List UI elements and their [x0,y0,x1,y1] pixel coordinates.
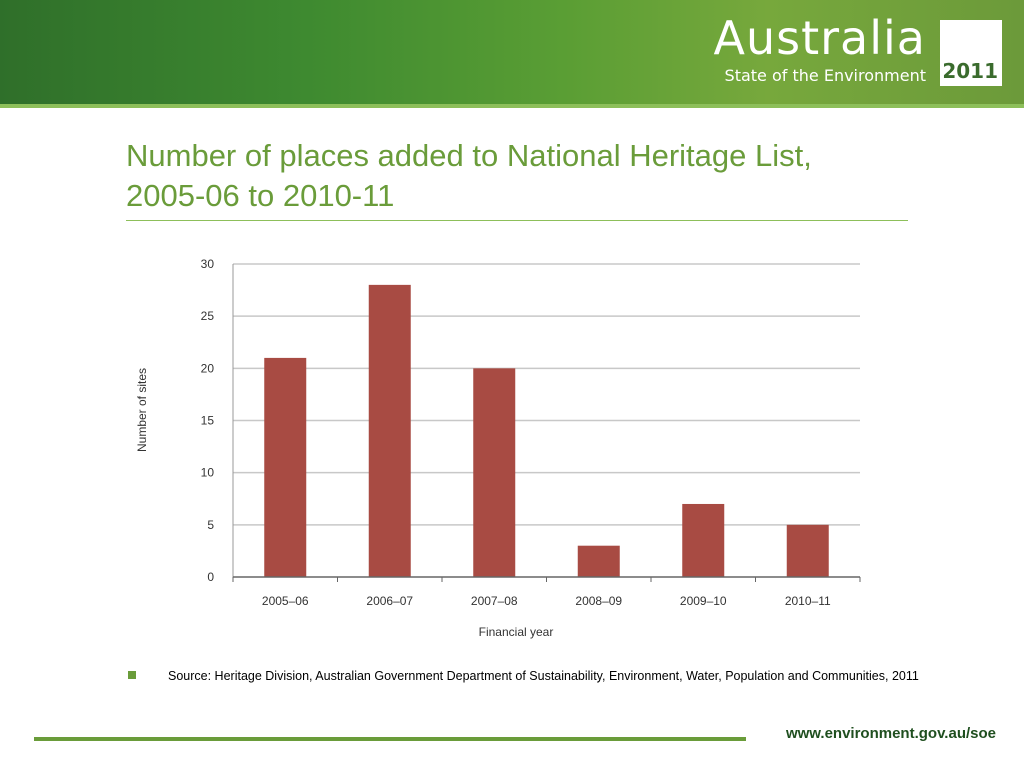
x-tick-label: 2006–07 [366,594,413,608]
bar [577,545,620,577]
bar [473,368,516,577]
x-axis-title: Financial year [479,625,554,639]
brand-title: Australia [713,11,926,65]
y-tick-label: 0 [207,570,214,584]
y-tick-label: 15 [201,414,215,428]
y-tick-label: 5 [207,518,214,532]
y-axis-title: Number of sites [135,368,149,452]
slide-title-line1: Number of places added to National Herit… [126,138,812,173]
slide-title-line2: 2005-06 to 2010-11 [126,178,395,213]
x-tick-label: 2009–10 [680,594,727,608]
footer-rule [34,737,746,741]
x-tick-label: 2007–08 [471,594,518,608]
y-tick-label: 20 [201,361,215,375]
x-tick-label: 2005–06 [262,594,309,608]
bar [368,284,411,577]
footer-url-link[interactable]: www.environment.gov.au/soe [785,725,996,742]
year-label: 2011 [942,59,998,83]
slide-title: Number of places added to National Herit… [126,136,926,216]
y-tick-label: 30 [201,257,215,271]
source-note: Source: Heritage Division, Australian Go… [168,669,919,683]
header-divider [0,104,1024,108]
y-tick-label: 10 [201,466,215,480]
bar [682,503,725,577]
title-rule [126,220,908,221]
header-banner: Australia State of the Environment 2011 [0,0,1024,106]
year-badge: 2011 [940,20,1002,86]
y-tick-label: 25 [201,309,215,323]
bar [264,357,307,577]
brand-subtitle: State of the Environment [724,66,926,85]
bullet-icon [128,671,136,679]
x-tick-label: 2008–09 [575,594,622,608]
bar [786,524,829,577]
x-tick-label: 2010–11 [785,594,831,608]
